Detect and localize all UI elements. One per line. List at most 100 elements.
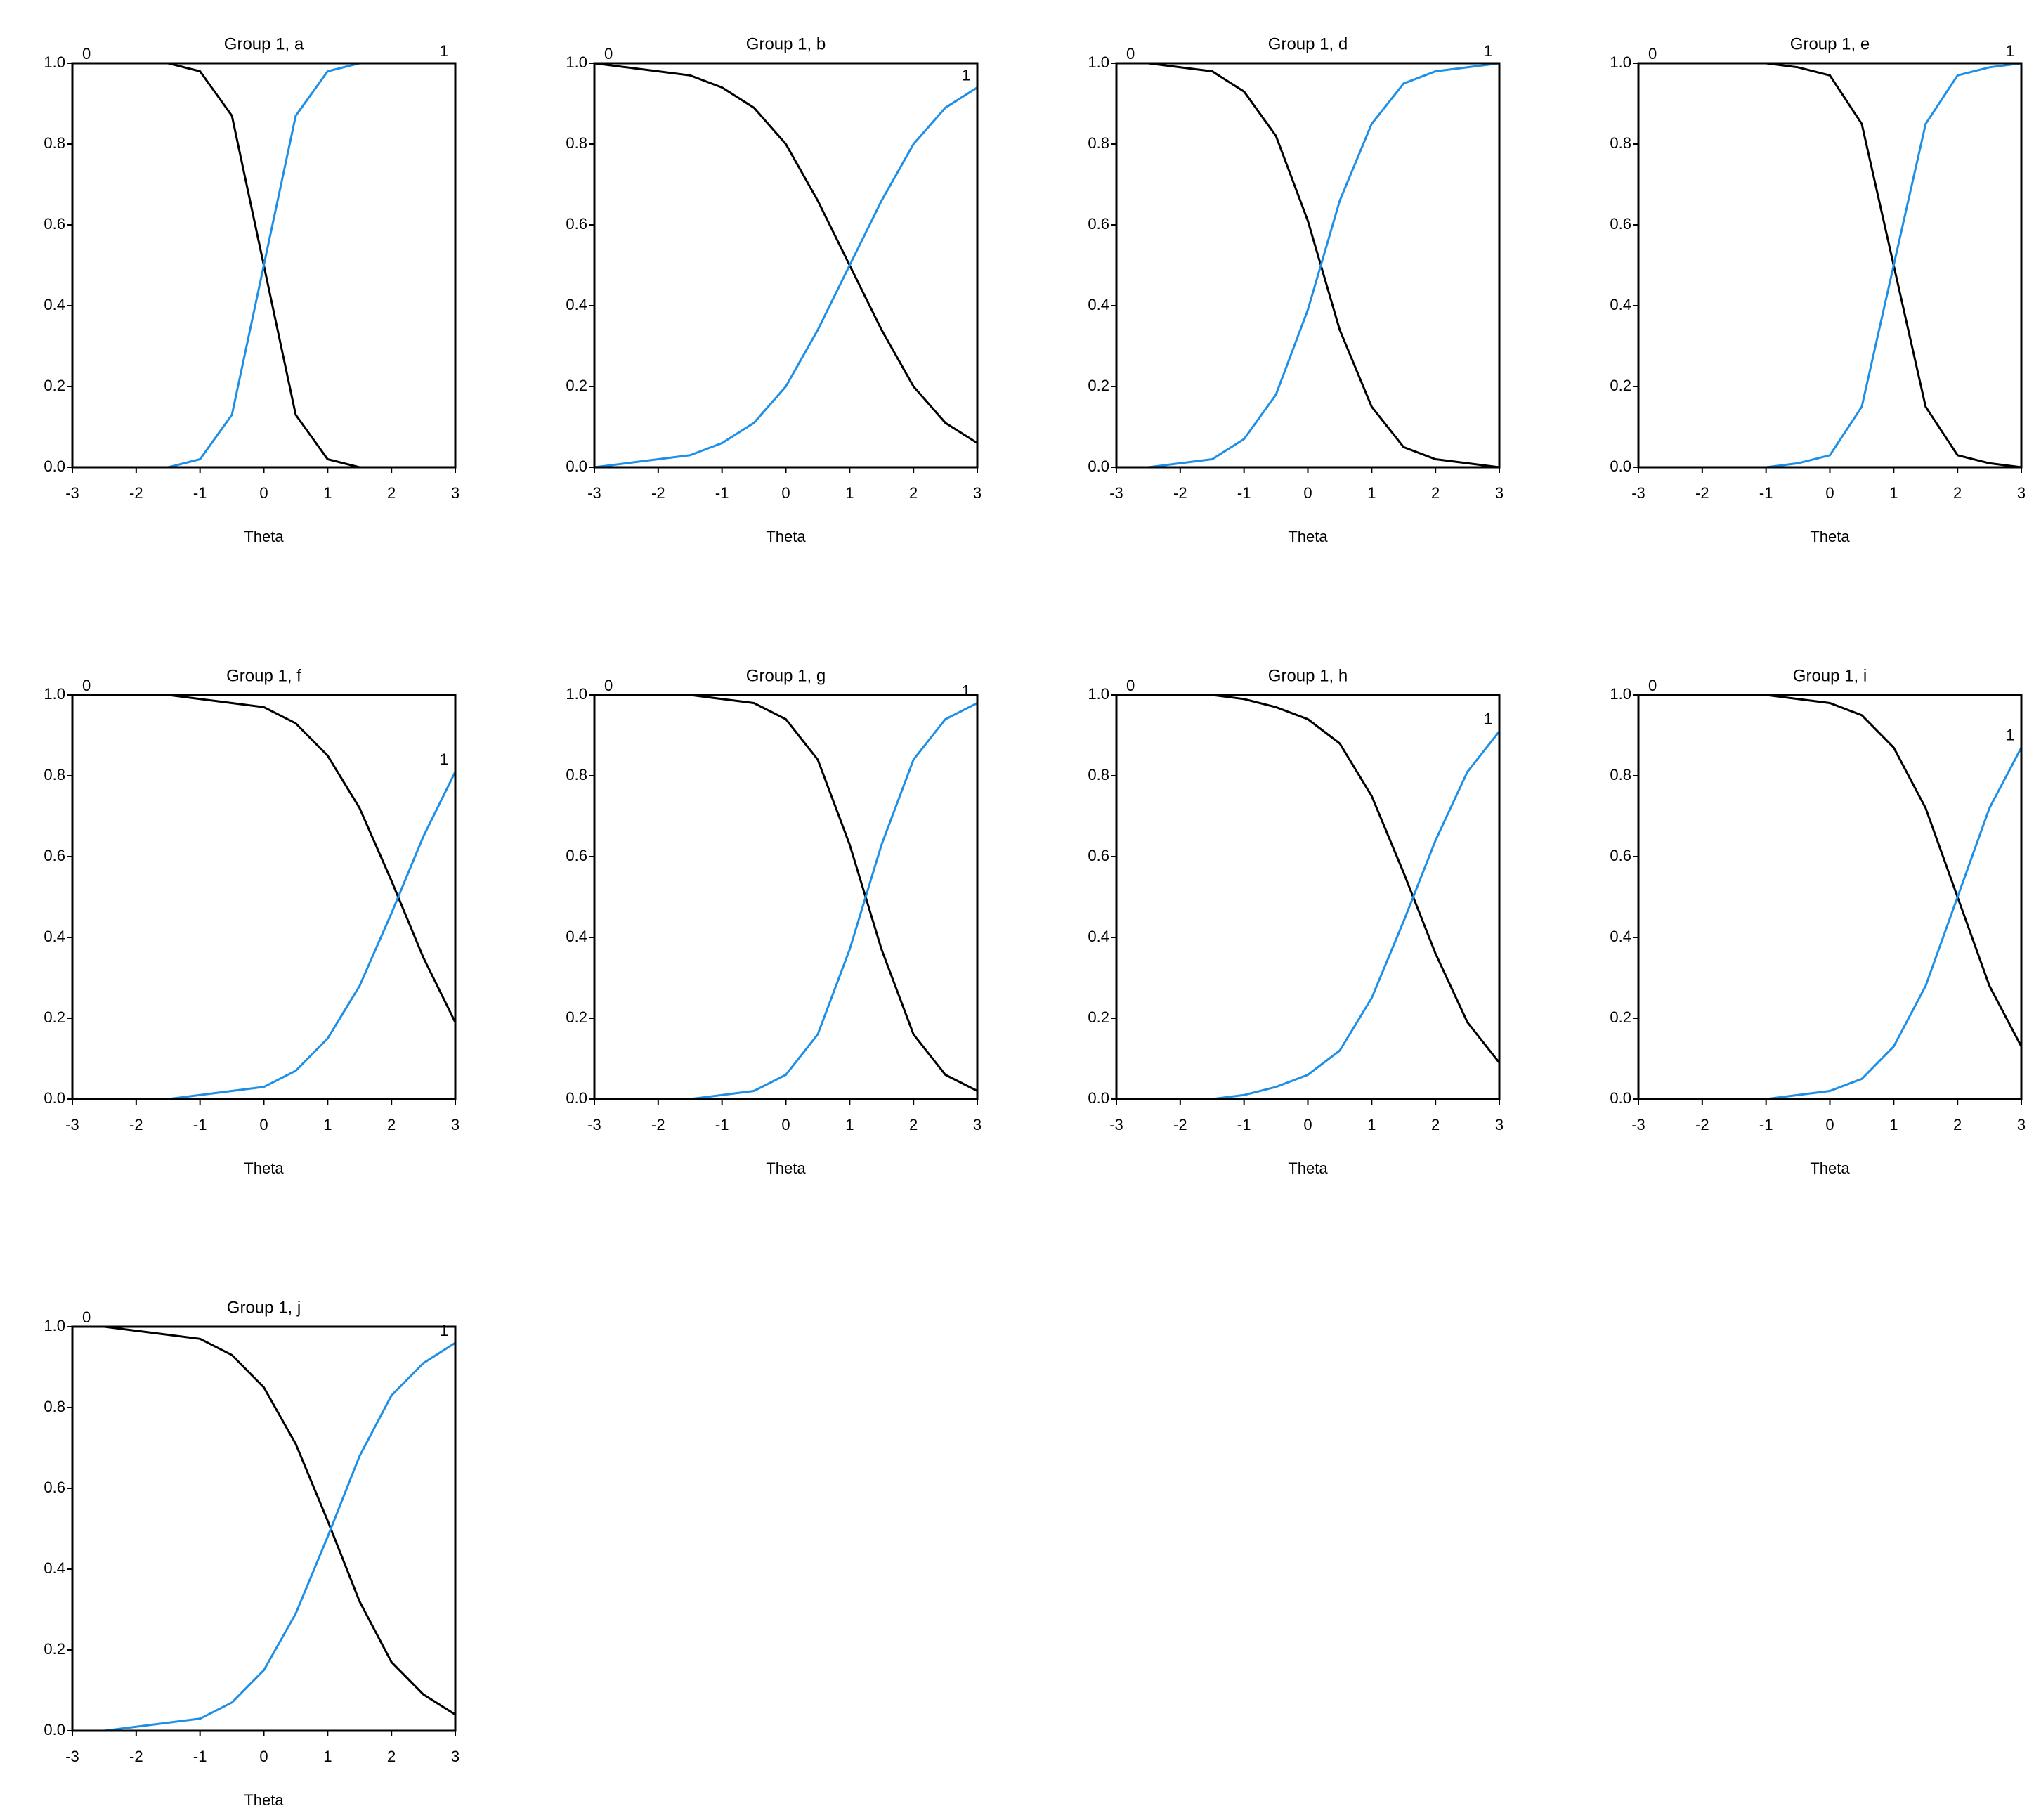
x-tick-label: -1 [193, 484, 207, 502]
plot-frame [71, 62, 457, 469]
series-line [594, 62, 978, 444]
y-tick-label: 0.0 [44, 1721, 65, 1738]
y-tick-label: 0.8 [1088, 766, 1109, 784]
curve-label: 0 [82, 677, 91, 694]
y-tick-label: 0.6 [566, 847, 587, 864]
x-tick-label: -1 [193, 1748, 207, 1765]
x-tick-label: 3 [973, 1116, 982, 1133]
x-tick-label: -3 [65, 1748, 79, 1765]
y-tick-label: 1.0 [44, 53, 65, 71]
chart-title: Group 1, f [226, 666, 301, 685]
y-tick-label: 0.6 [44, 1478, 65, 1496]
series-line [594, 86, 978, 469]
x-tick-label: -3 [1631, 484, 1645, 502]
y-tick-label: 0.2 [44, 377, 65, 394]
y-tick-label: 0.4 [1088, 928, 1109, 945]
curve-label: 0 [1126, 677, 1135, 694]
y-tick-label: 0.8 [566, 134, 587, 152]
y-tick-label: 0.0 [1088, 457, 1109, 475]
y-tick-label: 0.0 [44, 1089, 65, 1107]
y-tick-label: 0.4 [44, 1559, 65, 1577]
chart-title: Group 1, i [1793, 666, 1867, 685]
x-tick-label: -2 [129, 1116, 143, 1133]
x-axis-label: Theta [766, 1159, 806, 1177]
y-tick-label: 0.0 [44, 457, 65, 475]
series-line [72, 694, 457, 1023]
y-tick-label: 0.6 [44, 215, 65, 233]
x-tick-label: 2 [909, 1116, 918, 1133]
x-tick-label: -3 [1109, 1116, 1123, 1133]
x-tick-label: -1 [1237, 484, 1251, 502]
y-tick-label: 0.8 [1610, 134, 1631, 152]
y-tick-label: 0.0 [566, 1089, 587, 1107]
y-tick-label: 0.2 [44, 1640, 65, 1658]
plot-frame [1637, 62, 2023, 469]
y-tick-label: 0.8 [44, 1398, 65, 1415]
series-line [72, 1325, 456, 1716]
curve-label: 1 [962, 682, 970, 699]
curve-label: 0 [1126, 45, 1135, 63]
y-tick-label: 0.2 [1610, 1008, 1631, 1026]
plot-frame [593, 62, 979, 469]
x-tick-label: -3 [587, 1116, 601, 1133]
x-tick-label: 2 [1431, 1116, 1440, 1133]
y-tick-label: 0.2 [44, 1008, 65, 1026]
curve-label: 1 [1484, 42, 1492, 60]
y-tick-label: 0.0 [1088, 1089, 1109, 1107]
subplot: Group 1, g 0.0 0.2 0.4 0.6 0.8 1.0 -3 -2 -1 0 1 2 3 Th… [566, 666, 982, 1176]
y-tick-label: 1.0 [1088, 53, 1109, 71]
chart-title: Group 1, g [746, 666, 826, 685]
y-tick-label: 0.6 [1610, 847, 1631, 864]
x-tick-label: -1 [1759, 484, 1773, 502]
plot-frame [71, 1325, 457, 1732]
y-tick-label: 0.2 [566, 377, 587, 394]
series-line [1116, 694, 1501, 1064]
chart-title: Group 1, h [1268, 666, 1348, 685]
x-tick-label: -1 [715, 484, 729, 502]
subplot: Group 1, f 0.0 0.2 0.4 0.6 0.8 1.0 -3 -2 -1 0 1 2 3 Th… [44, 666, 459, 1176]
x-tick-label: 1 [323, 1748, 332, 1765]
curve-label: 1 [2006, 727, 2014, 744]
curve-label: 0 [1648, 677, 1657, 694]
y-tick-label: 0.4 [1610, 296, 1631, 313]
x-tick-label: 3 [973, 484, 982, 502]
y-tick-label: 0.2 [1088, 1008, 1109, 1026]
x-tick-label: 2 [909, 484, 918, 502]
y-tick-label: 0.0 [566, 457, 587, 475]
x-tick-label: -1 [715, 1116, 729, 1133]
x-tick-label: 1 [323, 484, 332, 502]
y-tick-label: 0.6 [1088, 847, 1109, 864]
curve-label: 0 [82, 45, 91, 63]
x-tick-label: -3 [1631, 1116, 1645, 1133]
x-tick-label: 3 [451, 1748, 459, 1765]
subplot: Group 1, d 0.0 0.2 0.4 0.6 0.8 1.0 -3 -2 -1 0 1 2 3 Th… [1088, 34, 1504, 545]
x-tick-label: -1 [1759, 1116, 1773, 1133]
x-tick-label: -2 [651, 484, 665, 502]
series-line [1638, 694, 2023, 1047]
x-tick-label: 0 [1825, 1116, 1834, 1133]
x-tick-label: -3 [587, 484, 601, 502]
x-tick-label: 1 [323, 1116, 332, 1133]
x-tick-label: 3 [2017, 1116, 2026, 1133]
curve-label: 1 [962, 66, 970, 84]
x-tick-label: 0 [1303, 484, 1312, 502]
x-tick-label: 2 [387, 1748, 396, 1765]
x-tick-label: -2 [1695, 484, 1709, 502]
x-tick-label: 3 [451, 484, 459, 502]
x-axis-label: Theta [244, 1159, 284, 1177]
y-tick-label: 1.0 [44, 1317, 65, 1334]
y-tick-label: 0.4 [1088, 296, 1109, 313]
y-tick-label: 1.0 [44, 685, 65, 703]
x-tick-label: 1 [1367, 1116, 1376, 1133]
x-tick-label: 2 [1431, 484, 1440, 502]
chart-title: Group 1, d [1268, 34, 1348, 53]
x-tick-label: 0 [259, 1748, 268, 1765]
subplot: Group 1, j 0.0 0.2 0.4 0.6 0.8 1.0 -3 -2 -1 0 1 2 3 Th… [44, 1298, 459, 1808]
x-tick-label: -2 [1695, 1116, 1709, 1133]
chart-title: Group 1, e [1790, 34, 1870, 53]
series-line [1638, 62, 2022, 469]
y-tick-label: 0.6 [1088, 215, 1109, 233]
y-tick-label: 1.0 [1088, 685, 1109, 703]
